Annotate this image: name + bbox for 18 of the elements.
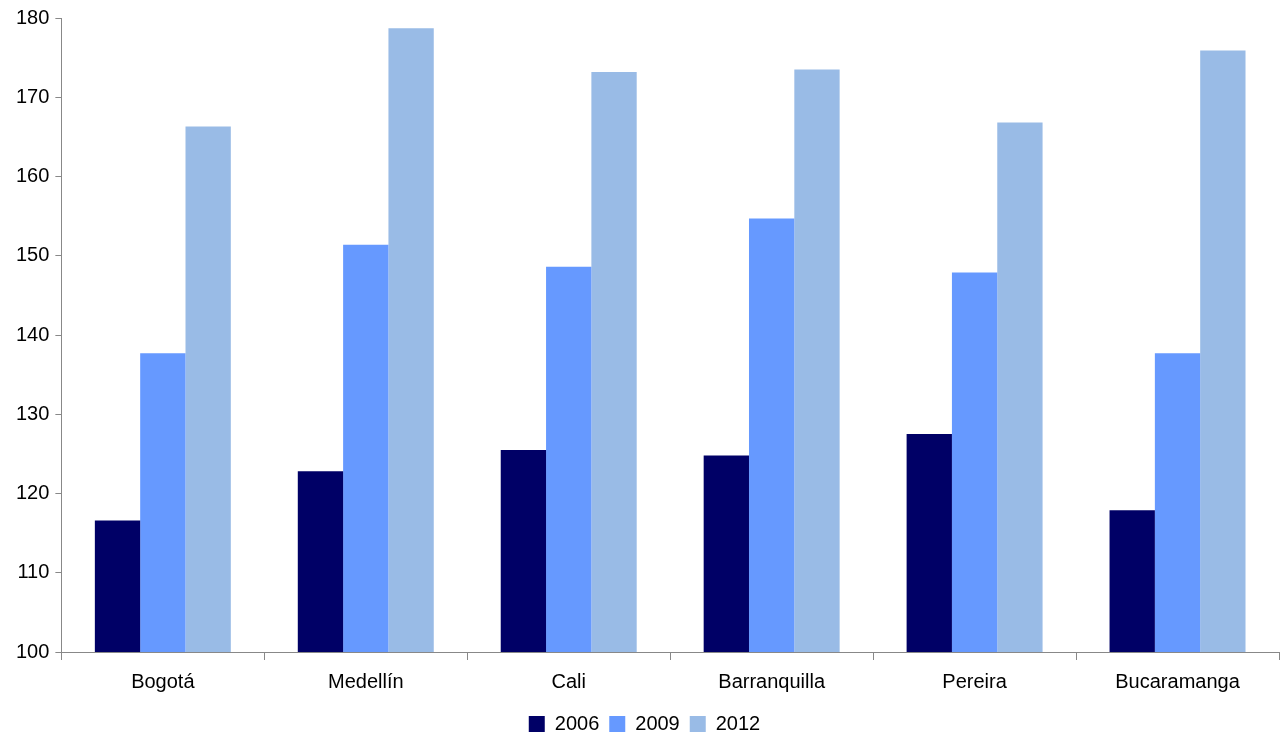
y-tick-label: 160 bbox=[15, 164, 50, 187]
x-tick-label: Medellín bbox=[327, 669, 404, 692]
y-tick-label: 140 bbox=[15, 322, 50, 345]
x-tick-label: Pereira bbox=[942, 669, 1008, 692]
y-tick-label: 130 bbox=[15, 401, 50, 424]
x-tick-label: Bogotá bbox=[131, 669, 196, 692]
y-tick-label: 170 bbox=[15, 84, 50, 107]
y-tick-label: 100 bbox=[15, 639, 50, 662]
legend-label: 2012 bbox=[715, 711, 761, 734]
x-tick-label: Cali bbox=[551, 669, 586, 692]
y-tick-label: 180 bbox=[15, 5, 50, 28]
y-tick-label: 120 bbox=[15, 481, 50, 504]
y-tick-label: 110 bbox=[17, 560, 50, 583]
x-tick-label: Bucaramanga bbox=[1115, 669, 1241, 692]
legend-label: 2009 bbox=[635, 711, 680, 734]
x-tick-label: Barranquilla bbox=[718, 669, 826, 692]
legend-label: 2006 bbox=[554, 711, 600, 734]
y-tick-label: 150 bbox=[15, 243, 50, 266]
